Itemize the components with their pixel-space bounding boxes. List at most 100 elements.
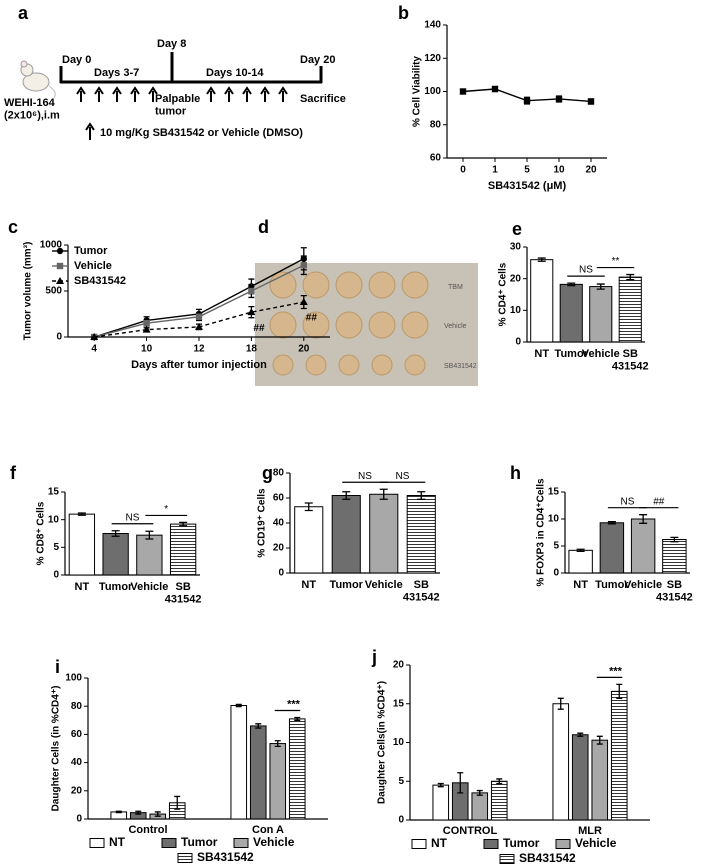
x-tick-label: NT: [301, 579, 316, 591]
annotation: NS: [579, 265, 593, 276]
panel-letter: e: [512, 219, 522, 239]
y-tick-label: 80: [430, 119, 442, 130]
bar: [559, 283, 583, 343]
legend-label: Tumor: [74, 245, 108, 257]
x-tick-label: Con A: [252, 824, 284, 836]
y-tick-label: 20: [393, 660, 405, 671]
bar: [269, 743, 287, 820]
bar: [68, 513, 96, 576]
timeline-text: Palpable tumor: [155, 93, 200, 118]
point: [143, 320, 150, 327]
arrow: [206, 86, 216, 102]
x-tick-label: Tumor: [99, 581, 133, 593]
bar: [230, 704, 248, 820]
y-tick-label: 60: [273, 493, 285, 504]
arrow: [224, 86, 234, 102]
x-tick-label: 10: [141, 344, 153, 355]
panel-letter: a: [18, 3, 29, 23]
bar: [136, 534, 163, 576]
bar: [471, 792, 489, 821]
x-tick-label: MLR: [578, 825, 602, 837]
y-tick-label: 10: [48, 514, 60, 525]
timeline-text: Day 0: [62, 54, 91, 66]
arrow: [278, 86, 288, 102]
x-tick-label: SB 431542: [612, 348, 649, 373]
bar: [294, 506, 324, 574]
arrow: [76, 86, 86, 102]
tumor: [269, 311, 297, 339]
x-tick-label: SB 431542: [656, 579, 693, 604]
error-bar: [379, 488, 388, 500]
y-tick-label: 60: [430, 153, 442, 164]
bar: [591, 739, 609, 821]
x-tick-label: Vehicle: [582, 348, 620, 360]
photo-row-label: Vehicle: [444, 323, 467, 330]
y-tick-label: 40: [273, 518, 285, 529]
legend-swatch: [411, 839, 427, 849]
x-tick-label: NT: [534, 348, 549, 360]
tumor: [371, 354, 393, 376]
bar: [406, 495, 436, 574]
x-tick-label: Tumor: [595, 579, 629, 591]
y-tick-label: 120: [424, 53, 441, 64]
timeline-text: Day 8: [157, 38, 186, 50]
y-axis-title: Daughter Cells (in %CD4⁺): [51, 686, 62, 812]
point: [142, 325, 151, 333]
y-tick-label: 15: [548, 487, 560, 498]
legend-label: Vehicle: [74, 260, 112, 272]
panel-letter: b: [398, 3, 409, 23]
tumor: [401, 271, 429, 299]
point: [299, 298, 308, 306]
y-tick-label: 0: [278, 568, 284, 579]
y-tick-label: 0: [56, 332, 62, 343]
y-tick-label: 20: [71, 785, 83, 796]
error-bar: [417, 491, 426, 500]
chart-panel: c 0 500 1000 Tumor volume (mm³) Days after tu…: [8, 217, 330, 371]
x-tick-label: Vehicle: [130, 581, 168, 593]
annotation: NS: [126, 512, 140, 523]
panel-letter: i: [55, 657, 60, 677]
y-tick-label: 0: [53, 570, 59, 581]
y-tick-label: 20: [273, 543, 285, 554]
x-tick-label: 5: [524, 165, 530, 176]
y-axis-title: % Cell Viability: [412, 56, 423, 127]
x-tick-label: 12: [193, 344, 205, 355]
y-tick-label: 20: [510, 273, 522, 284]
x-tick-label: NT: [75, 581, 90, 593]
error-bar: [111, 530, 120, 537]
point: [195, 313, 203, 320]
annotation: NS: [621, 496, 635, 507]
legend-swatch: [233, 838, 249, 848]
y-tick-label: 60: [71, 729, 83, 740]
x-tick-label: Vehicle: [365, 579, 403, 591]
legend-label: SB431542: [519, 851, 576, 865]
chart-panel: h 0 5 10 15% FOXP3 in CD4⁺Cells NT TumorVehicl…: [510, 463, 693, 604]
legend-marker: [56, 277, 64, 284]
point: [491, 85, 499, 93]
legend-label: NT: [109, 835, 126, 849]
x-tick-label: 4: [91, 344, 97, 355]
error-bar: [174, 795, 181, 810]
point: [523, 97, 531, 104]
bar: [630, 518, 656, 574]
bar: [568, 549, 593, 574]
error-bar: [626, 273, 635, 281]
y-tick-label: 10: [548, 514, 560, 525]
bar: [432, 784, 450, 821]
annotation: *: [164, 504, 168, 515]
y-tick-label: 30: [510, 242, 522, 253]
error-bar: [304, 502, 313, 512]
annotation: NS: [396, 471, 410, 482]
bar: [102, 533, 129, 576]
tumor: [305, 354, 327, 376]
tumor: [401, 311, 429, 339]
bar: [610, 690, 628, 821]
y-tick-label: 100: [65, 673, 82, 684]
chart-panel: g 0 20 40 60 80 % CD19⁺ Cells NT Tumor Vehicle SB 4…: [257, 463, 440, 604]
arrow: [112, 86, 122, 102]
point: [587, 98, 595, 105]
arrow: [148, 86, 158, 102]
annotation: ***: [287, 698, 301, 710]
